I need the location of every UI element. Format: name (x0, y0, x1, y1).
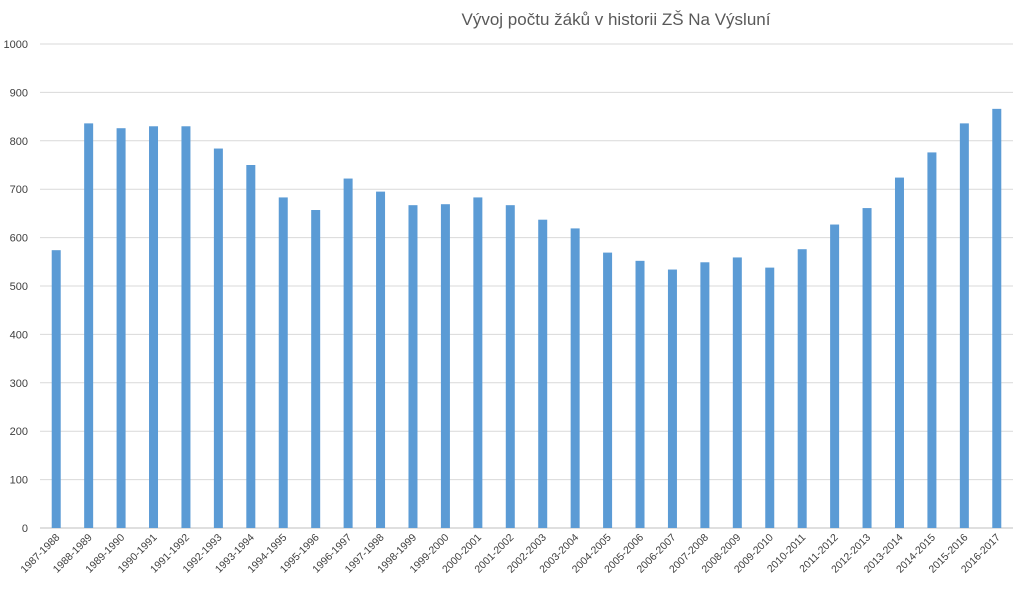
bar (732, 257, 742, 528)
bar (311, 210, 321, 528)
bar (149, 126, 159, 528)
bar (246, 165, 256, 528)
bar (408, 205, 418, 528)
y-tick-label: 600 (10, 233, 28, 245)
y-tick-label: 400 (10, 329, 28, 341)
y-tick-label: 100 (10, 475, 28, 487)
bar (927, 152, 937, 528)
bar (862, 208, 872, 529)
y-tick-label: 300 (10, 378, 28, 390)
bar (84, 123, 94, 528)
bar (830, 224, 840, 529)
bar (51, 250, 61, 528)
y-axis-ticks: 0 100 200 300 400 500 600 700 800 900 1000 (4, 39, 28, 535)
bar (700, 262, 710, 528)
bar (440, 204, 450, 529)
bar (505, 205, 515, 528)
bar (635, 260, 645, 528)
y-tick-label: 700 (10, 184, 28, 196)
y-tick-label: 1000 (4, 39, 28, 51)
bars (51, 108, 1002, 529)
y-tick-label: 900 (10, 87, 28, 99)
y-tick-label: 500 (10, 281, 28, 293)
bar (538, 219, 548, 528)
bar (181, 126, 191, 528)
bar (959, 123, 969, 528)
bar (343, 178, 353, 528)
y-tick-label: 0 (22, 523, 28, 535)
bar (603, 252, 613, 528)
chart-title: Vývoj počtu žáků v historii ZŠ Na Výslun… (461, 10, 771, 29)
bar (278, 197, 288, 529)
bar (667, 269, 677, 528)
y-tick-label: 200 (10, 426, 28, 438)
bar (992, 108, 1002, 528)
gridlines (40, 43, 1013, 529)
bar (376, 191, 386, 528)
bar (894, 177, 904, 529)
y-tick-label: 800 (10, 136, 28, 148)
bar (213, 148, 223, 528)
bar (570, 228, 580, 529)
bar (116, 128, 126, 528)
bar (797, 249, 807, 528)
bar (473, 197, 483, 529)
x-axis-ticks: 1987-19881988-19891989-19901990-19911991… (18, 532, 1003, 576)
bar (765, 267, 775, 528)
